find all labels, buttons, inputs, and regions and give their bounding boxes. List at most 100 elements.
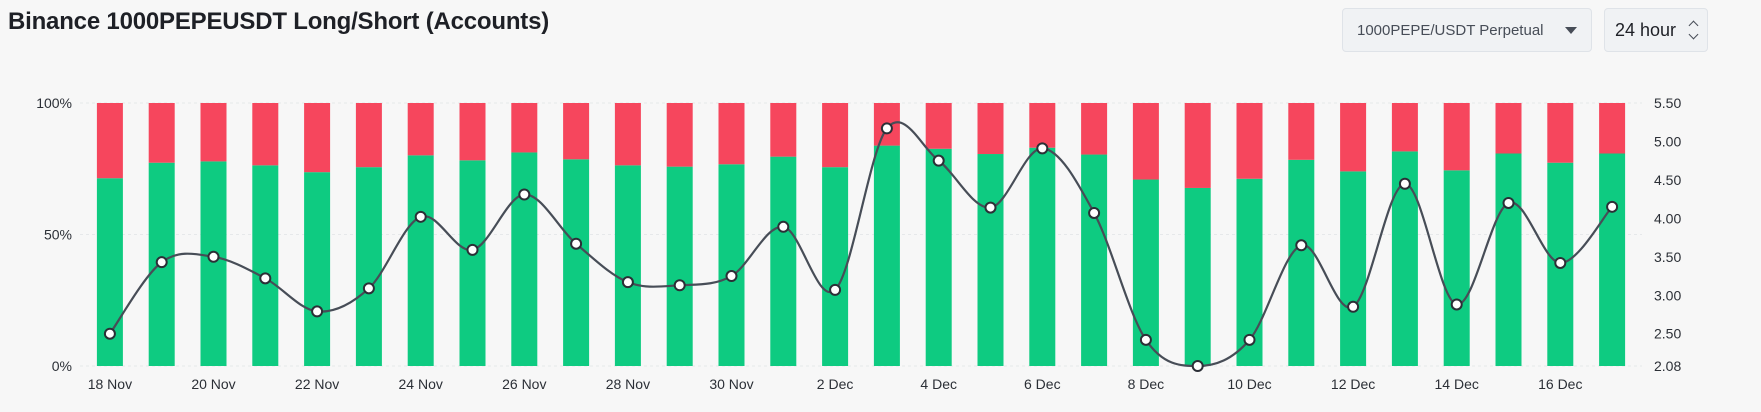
short-bar (770, 103, 797, 157)
short-bar (96, 103, 123, 179)
short-bar (200, 103, 227, 162)
ratio-point (777, 220, 790, 233)
short-bar (1340, 103, 1367, 172)
x-tick-label: 20 Nov (191, 376, 235, 392)
ratio-point (1502, 196, 1515, 209)
short-bar (925, 103, 952, 149)
x-tick-label: 4 Dec (920, 376, 957, 392)
x-tick-label: 10 Dec (1227, 376, 1271, 392)
long-bar (770, 156, 797, 366)
x-tick-label: 16 Dec (1538, 376, 1582, 392)
long-bar (873, 145, 900, 366)
short-bar (1288, 103, 1315, 160)
x-tick-label: 12 Dec (1331, 376, 1375, 392)
long-bar (925, 148, 952, 366)
ratio-point (1036, 142, 1049, 155)
x-tick-label: 22 Nov (295, 376, 339, 392)
long-bar (459, 160, 486, 366)
ratio-point (1088, 206, 1101, 219)
long-bar (1599, 153, 1626, 366)
short-bar (1495, 103, 1522, 154)
long-bar (1288, 159, 1315, 366)
long-bar (355, 167, 382, 366)
long-bar (563, 159, 590, 366)
long-bar (977, 154, 1004, 366)
ratio-point (880, 122, 893, 135)
short-bar (1236, 103, 1263, 179)
ratio-point (1450, 298, 1463, 311)
y-left-tick-label: 50% (44, 227, 72, 243)
period-select-label: 24 hour (1615, 19, 1677, 40)
caret-down-icon (1565, 26, 1577, 34)
short-bar (511, 103, 538, 153)
ratio-point (466, 243, 479, 256)
short-bar (1391, 103, 1418, 152)
x-tick-label: 2 Dec (817, 376, 854, 392)
ratio-point (621, 276, 634, 289)
short-bar (1184, 103, 1211, 188)
long-bar (1495, 153, 1522, 366)
ratio-point (518, 188, 531, 201)
y-left-tick-label: 0% (52, 358, 72, 374)
ratio-point (103, 327, 116, 340)
ratio-point (829, 283, 842, 296)
page-title: Binance 1000PEPEUSDT Long/Short (Account… (8, 8, 550, 35)
x-tick-label: 8 Dec (1128, 376, 1165, 392)
ratio-point (1398, 177, 1411, 190)
long-bar (822, 167, 849, 366)
short-bar (1081, 103, 1108, 155)
x-tick-label: 30 Nov (709, 376, 753, 392)
ratio-point (932, 154, 945, 167)
long-bar (1184, 187, 1211, 366)
ratio-point (207, 250, 220, 263)
symbol-select[interactable]: 1000PEPE/USDT Perpetual (1342, 8, 1592, 52)
long-bar (200, 161, 227, 366)
short-bar (1029, 103, 1056, 148)
short-bar (822, 103, 849, 168)
short-bar (304, 103, 331, 173)
short-bar (355, 103, 382, 168)
long-bar (252, 165, 279, 366)
long-bar (718, 164, 745, 366)
ratio-point (1295, 239, 1308, 252)
long-bar (1443, 170, 1470, 366)
ratio-point (155, 256, 168, 269)
long-bar (1081, 154, 1108, 366)
x-tick-label: 6 Dec (1024, 376, 1061, 392)
period-select[interactable]: 24 hour (1604, 8, 1708, 52)
short-bar (1132, 103, 1159, 180)
y-right-tick-label: 4.00 (1654, 210, 1681, 226)
ratio-point (414, 210, 427, 223)
y-left-tick-label: 100% (36, 95, 72, 111)
symbol-select-label: 1000PEPE/USDT Perpetual (1357, 21, 1544, 39)
x-tick-label: 28 Nov (606, 376, 650, 392)
ratio-point (1554, 256, 1567, 269)
short-bar (1547, 103, 1574, 163)
y-right-tick-label: 3.00 (1654, 287, 1681, 303)
long-bar (1029, 147, 1056, 366)
short-bar (977, 103, 1004, 155)
y-right-tick-label: 4.50 (1654, 172, 1681, 188)
x-tick-label: 18 Nov (88, 376, 132, 392)
y-right-tick-label: 5.00 (1654, 133, 1681, 149)
short-bar (252, 103, 279, 166)
y-right-tick-label: 2.08 (1654, 358, 1681, 374)
long-bar (407, 155, 434, 366)
ratio-point (362, 282, 375, 295)
ratio-point (725, 270, 738, 283)
long-bar (304, 172, 331, 366)
ratio-point (1606, 200, 1619, 213)
ratio-point (984, 201, 997, 214)
long-bar (666, 166, 693, 366)
x-tick-label: 26 Nov (502, 376, 546, 392)
short-bar (1599, 103, 1626, 154)
short-bar (614, 103, 641, 166)
short-bar (718, 103, 745, 165)
y-right-tick-label: 5.50 (1654, 95, 1681, 111)
short-bar (148, 103, 175, 163)
long-bar (1340, 171, 1367, 366)
ratio-point (1191, 360, 1204, 372)
y-right-tick-label: 2.50 (1654, 326, 1681, 342)
ratio-point (311, 305, 324, 318)
short-bar (459, 103, 486, 161)
